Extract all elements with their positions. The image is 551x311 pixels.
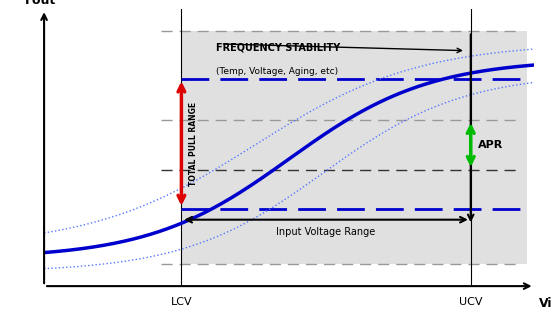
Text: FREQUENCY STABILITY: FREQUENCY STABILITY: [215, 43, 340, 53]
Text: Input Voltage Range: Input Voltage Range: [277, 227, 376, 237]
Text: (Temp, Voltage, Aging, etc): (Temp, Voltage, Aging, etc): [215, 67, 338, 77]
Text: UCV: UCV: [459, 297, 483, 307]
FancyBboxPatch shape: [181, 31, 527, 264]
Text: Fout: Fout: [24, 0, 56, 7]
Text: APR: APR: [478, 140, 503, 150]
Text: LCV: LCV: [171, 297, 192, 307]
Text: Vin: Vin: [539, 297, 551, 310]
Text: TOTAL PULL RANGE: TOTAL PULL RANGE: [189, 101, 198, 186]
